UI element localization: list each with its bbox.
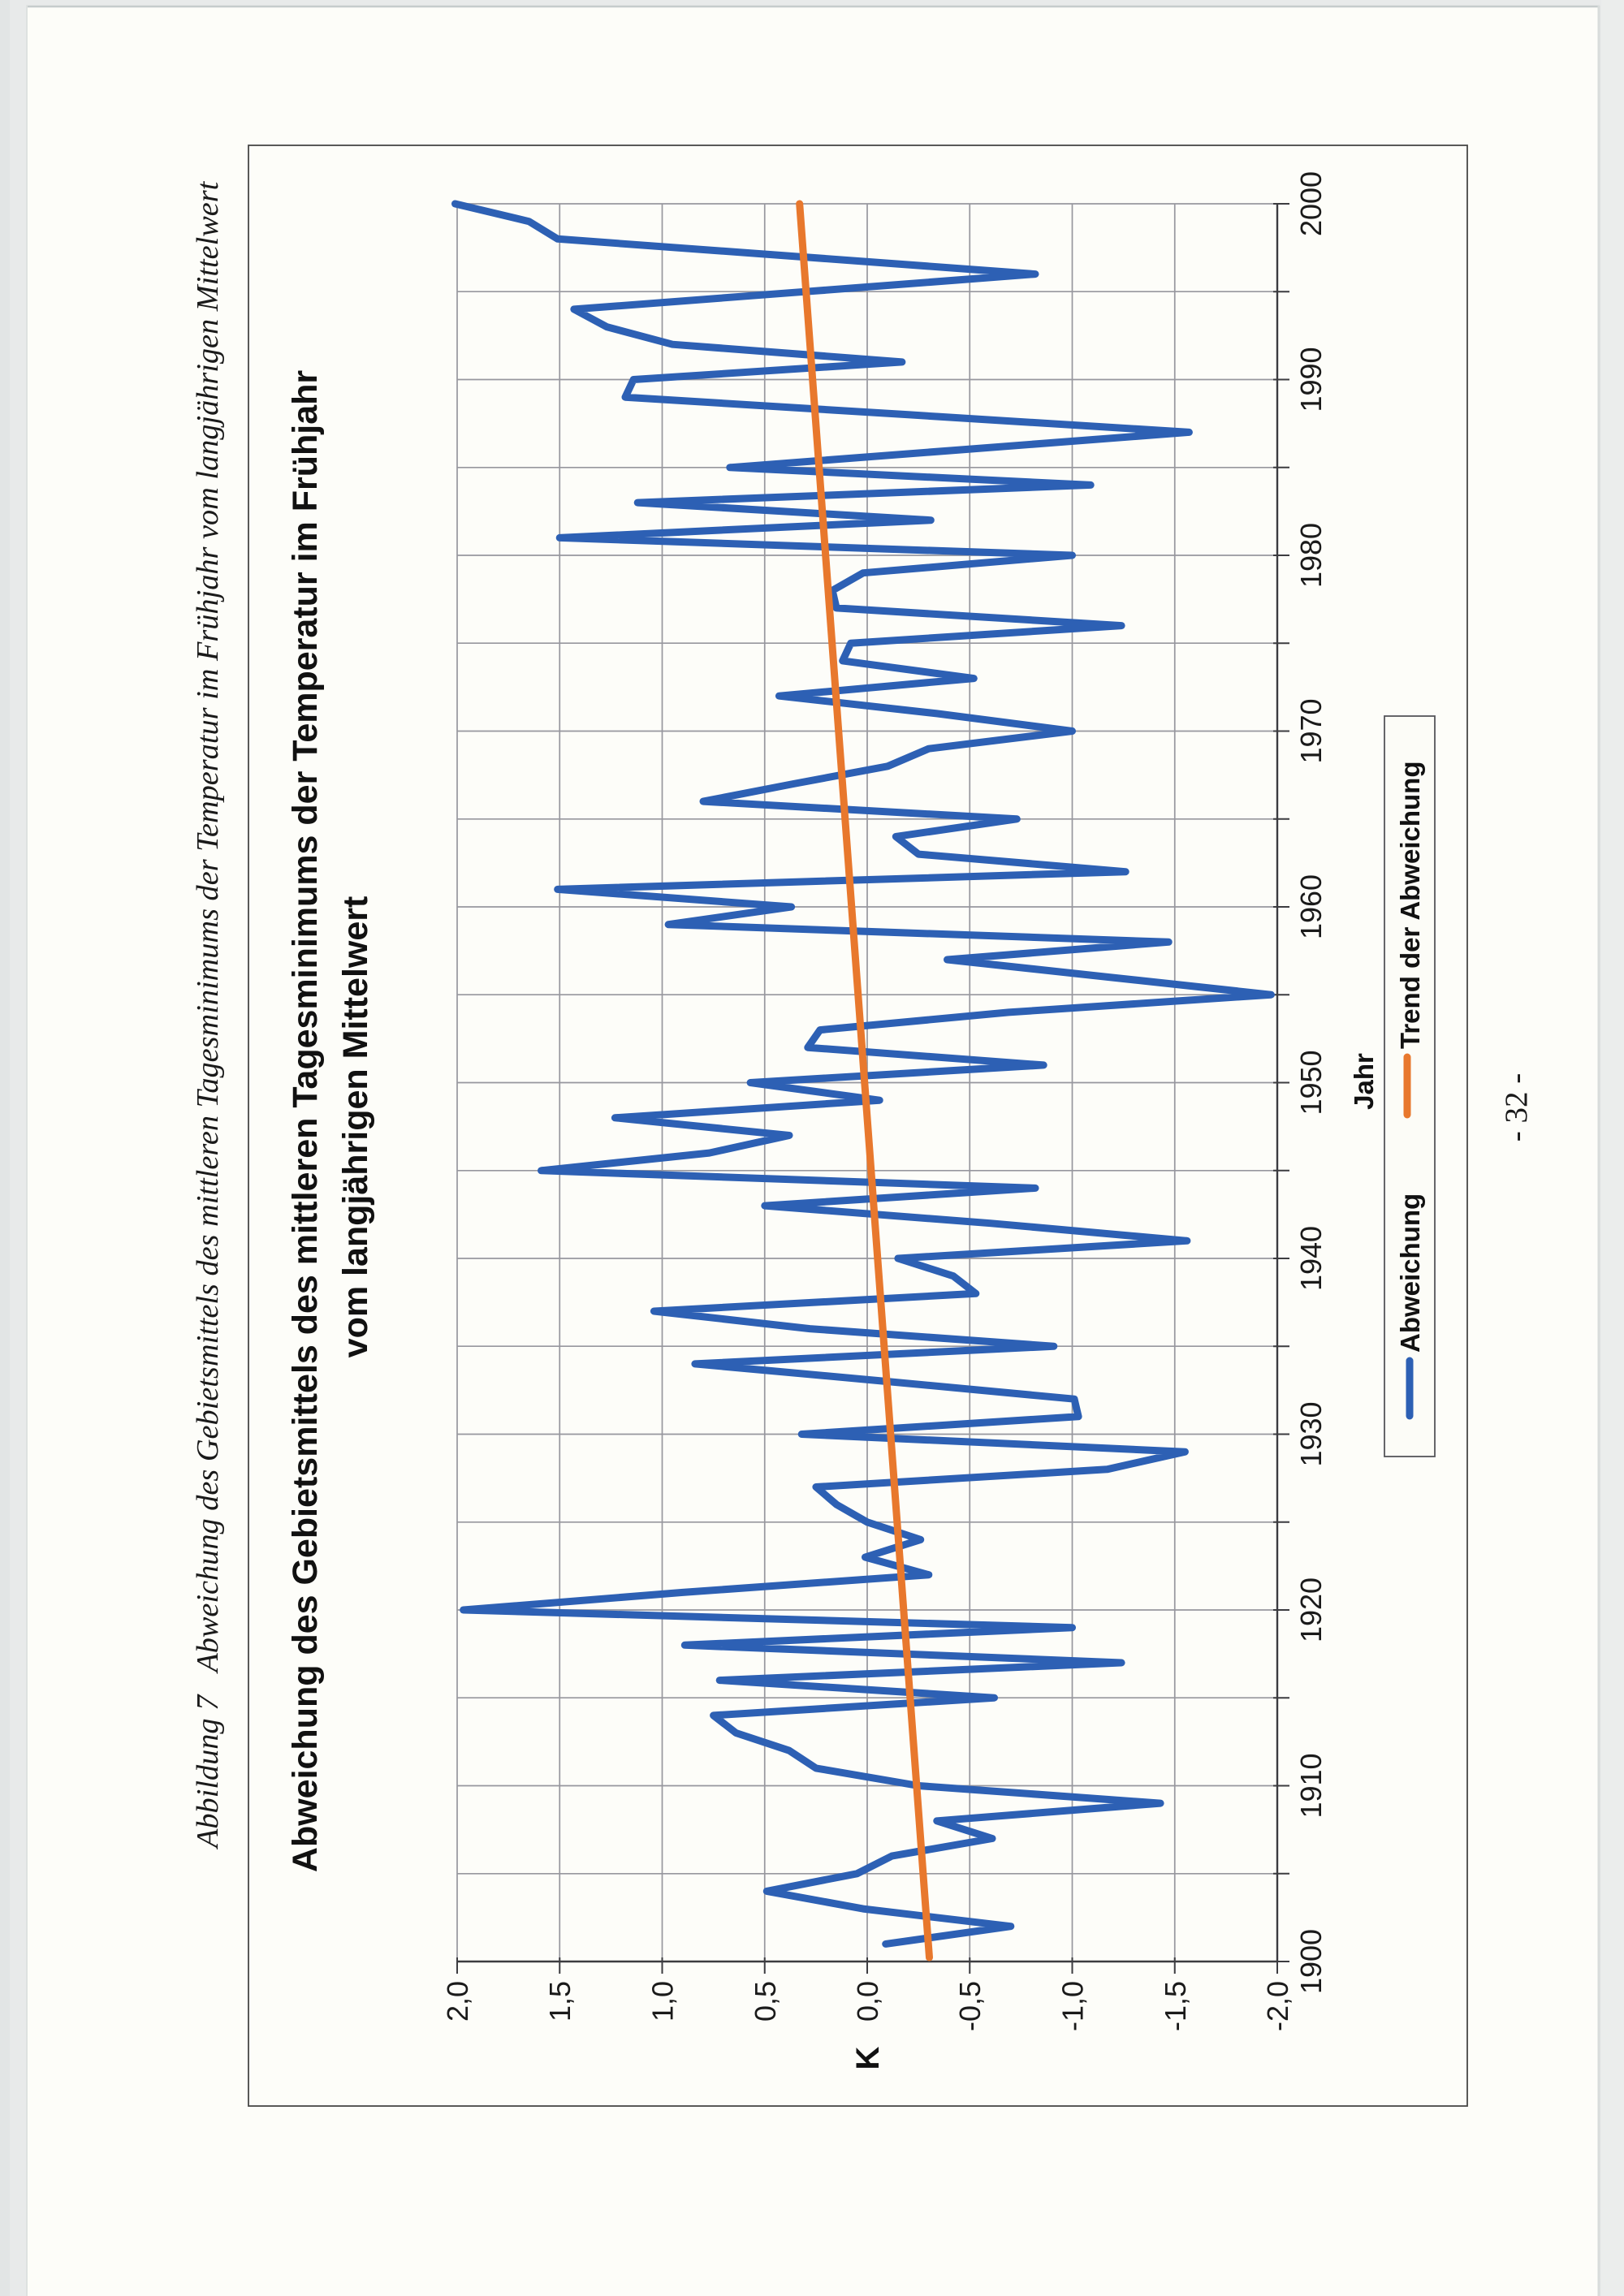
svg-text:vom langjährigen Mittelwert: vom langjährigen Mittelwert [336,896,375,1358]
svg-text:1950: 1950 [1294,1050,1328,1115]
svg-text:1910: 1910 [1294,1753,1328,1818]
svg-text:-0,5: -0,5 [953,1981,987,2031]
svg-text:Abbildung 7 Abweichung des G: Abbildung 7 Abweichung des Gebietsmittel… [191,180,225,1850]
svg-text:1900: 1900 [1294,1929,1328,1994]
svg-text:0,0: 0,0 [851,1981,884,2022]
svg-text:2,0: 2,0 [441,1981,474,2022]
svg-text:1920: 1920 [1294,1577,1328,1642]
svg-text:-1,0: -1,0 [1056,1981,1090,2031]
svg-text:- 32 -: - 32 - [1499,1073,1534,1142]
svg-text:1940: 1940 [1294,1226,1328,1291]
svg-text:Abweichung: Abweichung [1395,1193,1425,1353]
svg-text:Jahr: Jahr [1349,1053,1379,1110]
svg-text:-2,0: -2,0 [1261,1981,1294,2031]
svg-text:1970: 1970 [1294,698,1328,763]
svg-text:-1,5: -1,5 [1159,1981,1192,2031]
svg-text:1,5: 1,5 [543,1981,577,2022]
svg-text:1980: 1980 [1294,523,1328,588]
svg-text:1930: 1930 [1294,1401,1328,1466]
svg-text:K: K [850,2046,886,2069]
svg-text:Trend der Abweichung: Trend der Abweichung [1395,762,1425,1049]
svg-text:2000: 2000 [1294,171,1328,236]
svg-text:1990: 1990 [1294,347,1328,412]
svg-text:0,5: 0,5 [749,1981,782,2022]
svg-text:Abweichung des Gebietsmittels: Abweichung des Gebietsmittels des mittle… [286,370,325,1872]
svg-text:1,0: 1,0 [646,1981,680,2022]
svg-text:1960: 1960 [1294,874,1328,939]
